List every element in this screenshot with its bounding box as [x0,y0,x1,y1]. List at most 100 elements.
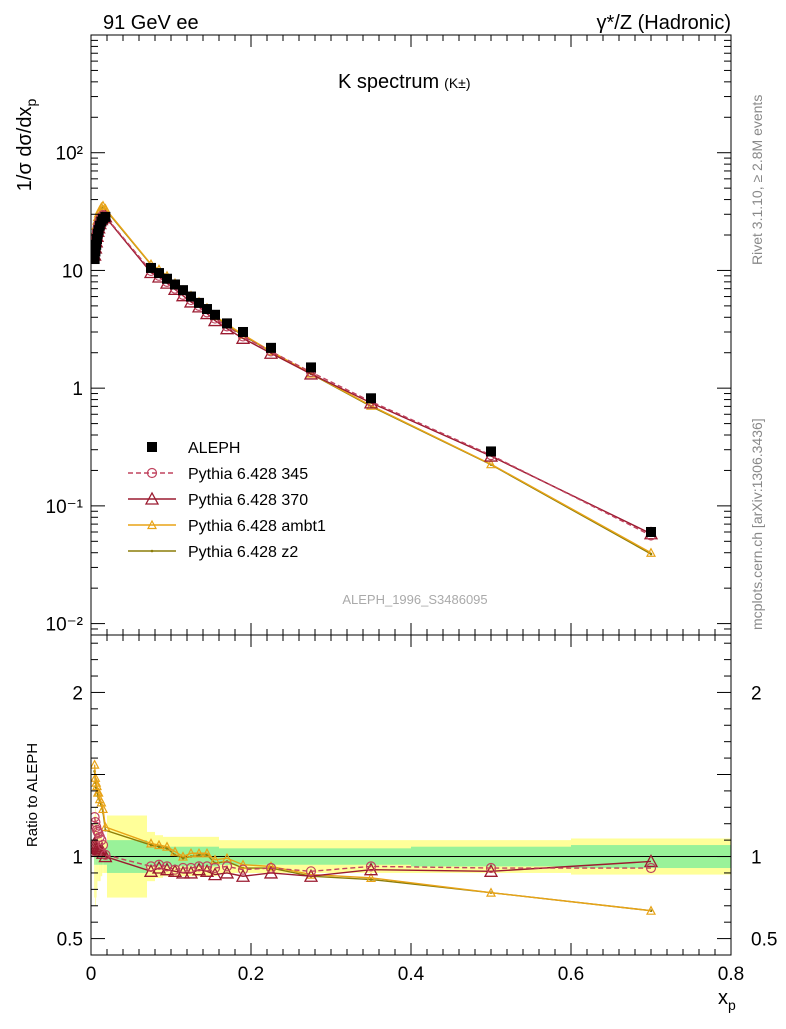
main-point-0 [238,326,248,337]
ratio-y-tick-label-left: 2 [72,683,83,704]
analysis-id: ALEPH_1996_S3486095 [342,592,487,607]
ratio-point-1 [191,862,207,876]
legend-entry-1: Pythia 6.428 345 [128,466,308,483]
main-y-tick-label: 10⁻² [46,615,84,636]
main-point-0 [222,318,232,329]
x-tick-label: 0.2 [238,964,264,985]
main-series-4 [93,205,653,556]
ratio-point-2 [170,846,180,856]
main-point-0 [146,262,156,273]
ratio-point-2 [646,905,656,915]
main-ylabel-text: 1/σ dσ/dx [14,107,36,192]
main-y-tick-label: 10 [62,261,83,282]
main-point-0 [92,233,102,244]
legend-label-1: Pythia 6.428 345 [188,466,308,483]
main-line-1 [93,214,652,537]
main-series-0 [91,211,656,537]
ratio-point-3 [157,845,161,848]
ratio-point-1 [483,863,499,877]
legend-entry-3: Pythia 6.428 ambt1 [128,518,326,535]
ratio-point-2 [366,872,376,882]
main-point-0 [100,211,111,222]
ratio-point-1 [199,863,215,877]
ratio-point-0 [185,862,197,874]
ratio-series-0 [91,812,657,877]
ratio-point-1 [151,860,167,874]
main-point-0 [170,279,180,290]
main-line-4 [93,205,652,555]
ratio-point-0 [209,862,221,874]
ratio-point-3 [149,843,153,847]
ratio-point-2 [91,777,102,787]
ratio-xlabel-sub: p [728,997,736,1013]
main-point-0 [202,304,212,315]
ratio-point-0 [485,862,497,874]
ratio-point-1 [643,854,659,868]
main-y-tick-label: 10⁻¹ [46,497,84,518]
ratio-point-0 [237,864,249,875]
legend-marker-4 [150,549,154,553]
legend-label-2: Pythia 6.428 370 [188,492,308,509]
ratio-y-tick-label-right: 0.5 [751,930,777,951]
legend-label-4: Pythia 6.428 z2 [188,544,298,561]
legend-entry-0: ALEPH [147,440,240,457]
main-title: K spectrum (K±) [338,71,471,93]
ratio-point-1 [167,863,183,877]
header-left: 91 GeV ee [103,12,199,34]
main-point-0 [154,268,164,279]
main-series-group [91,200,659,557]
ratio-xlabel-text: x [718,987,728,1009]
x-tick-label: 0.8 [718,964,744,985]
ratio-point-2 [178,851,188,861]
ratio-point-2 [154,839,164,850]
main-point-0 [306,362,316,373]
ratio-point-3 [181,856,185,860]
ratio-point-0 [265,862,277,874]
ratio-xlabel: xp [718,987,736,1013]
x-tick-label: 0.4 [398,964,425,985]
main-line-3 [93,204,652,554]
ratio-point-1 [235,868,251,882]
main-point-4 [649,552,653,556]
ratio-point-0 [91,812,100,823]
main-point-0 [162,273,172,284]
ratio-point-0 [169,864,181,875]
main-point-0 [486,446,496,457]
x-tick-label: 0.6 [558,964,584,985]
ratio-point-0 [100,849,111,860]
ratio-point-0 [365,861,377,872]
ratio-point-2 [194,847,204,858]
header-right: γ*/Z (Hadronic) [597,12,731,34]
ratio-point-2 [93,787,104,797]
main-point-0 [91,239,102,250]
main-series-1 [91,210,657,541]
ratio-point-0 [645,862,657,874]
legend-entry-2: Pythia 6.428 370 [128,491,308,509]
main-point-0 [194,297,204,308]
legend-marker-1 [146,467,158,479]
ratio-point-2 [96,797,107,807]
ratio-point-1 [363,862,379,876]
ratio-point-2 [266,861,276,871]
main-point-0 [210,309,220,320]
legend-marker-3 [147,519,157,530]
ratio-point-1 [175,865,191,879]
legend-entry-4: Pythia 6.428 z2 [128,544,298,561]
ratio-point-2 [486,887,496,897]
main-y-tick-label: 10² [56,144,83,165]
ratio-point-0 [177,862,189,874]
ratio-y-tick-label-right: 2 [751,683,762,704]
main-title-text: K spectrum [338,71,439,93]
main-point-2 [207,313,223,327]
ratio-y-tick-label-left: 1 [72,848,83,869]
ratio-ylabel: Ratio to ALEPH [24,743,41,847]
ratio-point-2 [162,841,172,851]
ratio-point-2 [238,859,248,869]
main-point-0 [366,393,376,404]
ratio-point-1 [219,865,235,879]
ratio-point-0 [221,861,233,872]
main-point-2 [303,366,319,380]
ratio-point-0 [201,861,213,872]
main-series-3 [91,200,656,557]
main-point-3 [486,458,496,469]
